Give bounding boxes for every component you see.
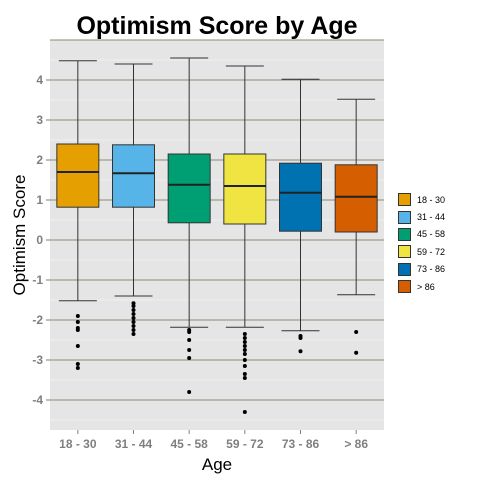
outlier-point (131, 316, 136, 320)
legend-item: 45 - 58 (398, 226, 445, 243)
outlier-point (242, 340, 247, 344)
y-tick-label: 3 (36, 113, 43, 127)
legend-swatch (398, 193, 411, 207)
y-tick-label: -1 (32, 273, 43, 287)
outlier-point (75, 344, 80, 348)
legend-item: 59 - 72 (398, 243, 445, 260)
outlier-point (75, 328, 80, 332)
x-tick-label: 45 - 58 (170, 437, 208, 451)
legend-swatch (398, 280, 411, 294)
outlier-point (242, 364, 247, 368)
box-5 (279, 78, 322, 354)
outlier-point (242, 348, 247, 352)
box-1 (56, 60, 100, 370)
outlier-point (187, 348, 192, 352)
outlier-point (131, 304, 136, 308)
outlier-point (75, 314, 80, 318)
legend-label: 31 - 44 (417, 212, 446, 223)
x-tick-label: 31 - 44 (115, 437, 153, 451)
iqr-box (279, 162, 322, 232)
outlier-point (75, 362, 80, 366)
iqr-box (112, 144, 155, 208)
x-tick-label: 59 - 72 (226, 437, 264, 451)
x-tick-label: 73 - 86 (282, 437, 320, 451)
outlier-point (75, 320, 80, 324)
y-tick-label: -3 (32, 353, 43, 367)
legend-item: 73 - 86 (398, 261, 445, 278)
legend-swatch (398, 210, 411, 224)
outlier-point (354, 350, 359, 355)
outlier-point (131, 328, 136, 332)
x-tick-label: 18 - 30 (59, 437, 97, 451)
plot-panel (50, 40, 384, 430)
outlier-point (187, 330, 192, 334)
legend-label: 45 - 58 (417, 229, 446, 240)
outlier-point (354, 330, 359, 334)
legend-label: > 86 (417, 281, 435, 292)
outlier-point (131, 332, 136, 336)
gridlines (50, 39, 384, 421)
boxes (56, 57, 378, 414)
box-6 (334, 98, 378, 355)
y-tick-label: -2 (32, 313, 43, 327)
box-2 (112, 63, 155, 336)
legend-label: 18 - 30 (417, 194, 446, 205)
y-tick-label: -4 (32, 393, 43, 407)
outlier-point (242, 358, 247, 362)
outlier-point (298, 336, 303, 340)
iqr-box (334, 164, 378, 233)
legend-item: 18 - 30 (398, 191, 445, 208)
outlier-point (131, 324, 136, 328)
outlier-point (242, 410, 247, 414)
y-tick-label: 4 (36, 73, 43, 87)
y-tick-label: 2 (36, 153, 43, 167)
x-axis-label: Age (202, 455, 232, 474)
legend-swatch (398, 262, 411, 276)
outlier-point (242, 372, 247, 376)
legend-item: 31 - 44 (398, 208, 445, 225)
y-axis-label: Optimism Score (10, 175, 29, 296)
y-tick-label: 1 (36, 193, 43, 207)
outlier-point (131, 312, 136, 316)
box-4 (223, 65, 267, 414)
legend-swatch (398, 245, 411, 259)
iqr-box (56, 143, 100, 208)
outlier-point (187, 356, 192, 360)
outlier-point (187, 338, 192, 342)
iqr-box (223, 153, 267, 225)
legend: 18 - 30 31 - 44 45 - 58 59 - 72 73 - 86 > 86 (398, 191, 445, 295)
outlier-point (242, 344, 247, 348)
chart-title: Optimism Score by Age (76, 12, 358, 40)
outlier-point (131, 301, 136, 306)
box-3 (167, 57, 211, 394)
legend-swatch (398, 227, 411, 241)
outlier-point (242, 336, 247, 340)
outlier-point (242, 376, 247, 380)
outlier-point (298, 349, 303, 354)
outlier-point (131, 320, 136, 324)
outlier-point (187, 390, 192, 394)
outlier-point (242, 332, 247, 336)
axes: -4 -3 -2 -1 0 1 2 3 4 18 - 30 31 - 44 45 - 58 59 - 7… (32, 73, 368, 451)
outlier-point (131, 308, 136, 312)
y-tick-label: 0 (36, 233, 43, 247)
legend-item: > 86 (398, 278, 445, 295)
outlier-point (75, 366, 80, 370)
x-tick-label: > 86 (344, 437, 368, 451)
outlier-point (242, 352, 247, 356)
iqr-box (167, 153, 211, 224)
legend-label: 59 - 72 (417, 246, 446, 257)
legend-label: 73 - 86 (417, 264, 446, 275)
